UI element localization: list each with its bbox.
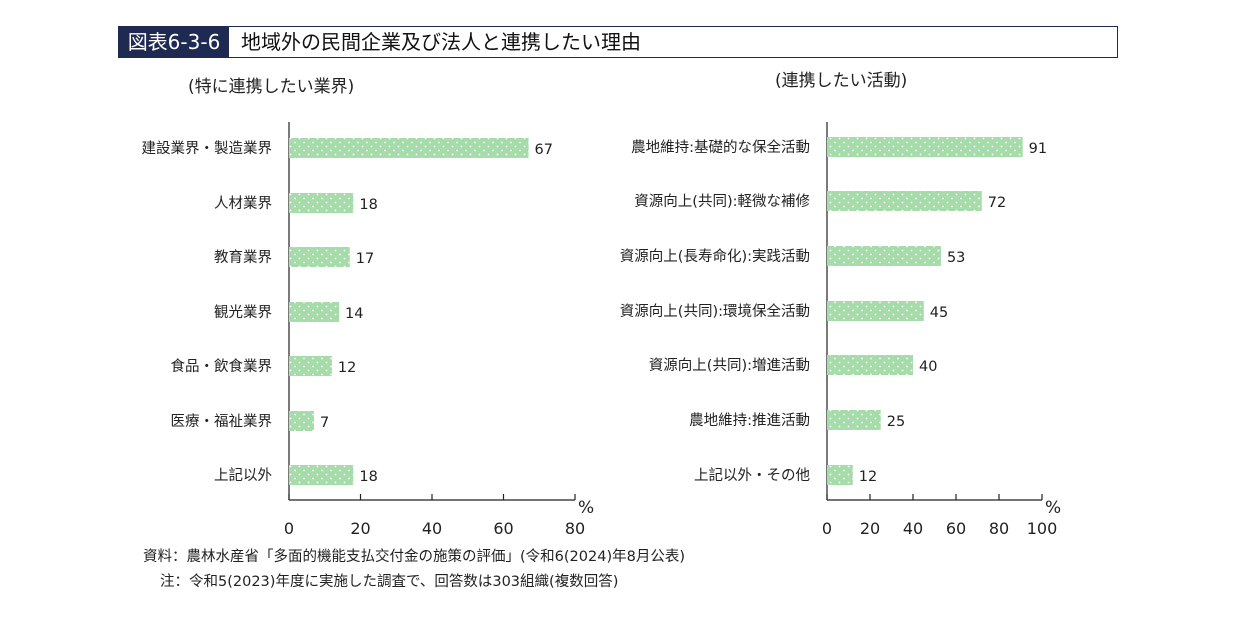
left-bar bbox=[289, 356, 332, 376]
chart-left-title: (特に連携したい業界) bbox=[188, 77, 355, 97]
right-value-label: 40 bbox=[919, 359, 937, 375]
left-category-label: 医療・福祉業界 bbox=[171, 413, 273, 430]
right-category-label: 農地維持:推進活動 bbox=[689, 412, 810, 429]
right-bar bbox=[827, 410, 881, 430]
left-value-label: 67 bbox=[535, 142, 553, 158]
figure-title: 地域外の民間企業及び法人と連携したい理由 bbox=[241, 30, 641, 54]
right-value-label: 12 bbox=[859, 469, 877, 485]
right-bar bbox=[827, 246, 941, 266]
remark-note: 注：令和5(2023)年度に実施した調査で、回答数は303組織(複数回答) bbox=[160, 574, 619, 590]
right-bar bbox=[827, 355, 913, 375]
left-value-label: 18 bbox=[359, 469, 377, 485]
right-category-label: 資源向上(共同):軽微な補修 bbox=[634, 193, 810, 210]
left-bar bbox=[289, 247, 350, 267]
right-bar bbox=[827, 191, 982, 211]
right-category-label: 資源向上(長寿命化):実践活動 bbox=[620, 247, 810, 265]
right-bar bbox=[827, 137, 1023, 157]
right-tick-label: 40 bbox=[903, 519, 923, 538]
right-category-label: 資源向上(共同):増進活動 bbox=[649, 357, 810, 374]
right-value-label: 91 bbox=[1029, 141, 1047, 157]
right-tick-label: 0 bbox=[822, 519, 832, 538]
right-value-label: 72 bbox=[988, 195, 1006, 211]
right-category-label: 上記以外・その他 bbox=[694, 467, 810, 484]
right-bar bbox=[827, 301, 924, 321]
source-note: 資料：農林水産省「多面的機能支払交付金の施策の評価」(令和6(2024)年8月公… bbox=[143, 549, 685, 565]
left-bar bbox=[289, 465, 354, 485]
left-tick-label: 80 bbox=[565, 519, 585, 538]
left-value-label: 18 bbox=[359, 197, 377, 213]
right-tick-label: 60 bbox=[946, 519, 966, 538]
left-category-label: 教育業界 bbox=[214, 249, 272, 266]
left-bar bbox=[289, 411, 315, 431]
chart-right-title: (連携したい活動) bbox=[775, 71, 908, 91]
left-value-label: 14 bbox=[345, 306, 363, 322]
left-bar bbox=[289, 302, 340, 322]
left-category-label: 上記以外 bbox=[214, 467, 272, 484]
left-category-label: 食品・飲食業界 bbox=[171, 358, 273, 375]
right-bar bbox=[827, 465, 853, 485]
right-tick-label: 100 bbox=[1027, 519, 1058, 538]
left-tick-label: 60 bbox=[493, 519, 513, 538]
right-value-label: 45 bbox=[930, 305, 948, 321]
right-unit-label: % bbox=[1045, 498, 1061, 518]
left-value-label: 12 bbox=[338, 360, 356, 376]
left-bar bbox=[289, 138, 529, 158]
right-category-label: 資源向上(共同):環境保全活動 bbox=[620, 302, 810, 320]
right-tick-label: 20 bbox=[860, 519, 880, 538]
left-category-label: 観光業界 bbox=[214, 304, 272, 321]
left-tick-label: 20 bbox=[350, 519, 370, 538]
left-tick-label: 0 bbox=[284, 519, 294, 538]
left-category-label: 人材業界 bbox=[214, 195, 272, 212]
left-value-label: 17 bbox=[356, 251, 374, 267]
right-value-label: 53 bbox=[947, 250, 965, 266]
figure-title-box: 図表6-3-6 地域外の民間企業及び法人と連携したい理由 bbox=[118, 26, 1118, 58]
left-category-label: 建設業界・製造業界 bbox=[142, 140, 273, 157]
left-value-label: 7 bbox=[320, 415, 329, 431]
right-value-label: 25 bbox=[887, 414, 905, 430]
left-bar bbox=[289, 193, 354, 213]
right-tick-label: 80 bbox=[989, 519, 1009, 538]
left-unit-label: % bbox=[578, 498, 594, 518]
figure-id: 図表6-3-6 bbox=[119, 27, 229, 57]
left-tick-label: 40 bbox=[422, 519, 442, 538]
right-category-label: 農地維持:基礎的な保全活動 bbox=[631, 138, 810, 156]
